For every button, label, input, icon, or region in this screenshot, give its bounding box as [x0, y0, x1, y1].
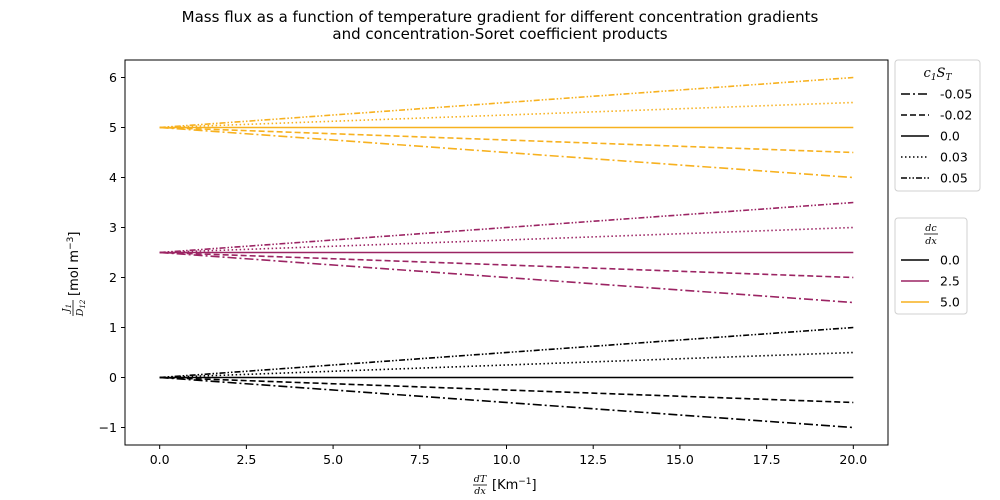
series-line-dcdx-2.5-cst-0.03: [159, 226, 854, 254]
series-line-dcdx-2.5-cst--0.02: [159, 251, 854, 279]
series-line-dcdx-0.0-cst-0.05: [159, 326, 854, 379]
x-tick-label: 20.0: [839, 452, 867, 467]
y-tick-label: 3: [109, 220, 117, 235]
x-tick-label: 7.5: [410, 452, 430, 467]
legend-linestyle-entries: -0.05 -0.02 0.0 0.03 0.05: [901, 87, 972, 186]
x-tick-label: 10.0: [493, 452, 521, 467]
series-layer: [159, 76, 854, 429]
legend-linestyle-label: 0.0: [940, 129, 960, 144]
x-axis-label: dT dx [Km−1]: [473, 474, 537, 497]
series-line-dcdx-5.0-cst-0.05: [159, 76, 854, 129]
series-line-dcdx-0.0-cst--0.02: [159, 376, 854, 404]
y-tick-label: −1: [99, 420, 117, 435]
legend-color-entries: 0.0 2.5 5.0: [901, 253, 960, 310]
y-tick-label: 1: [109, 320, 117, 335]
legend-color-title-denominator: dx: [925, 236, 937, 247]
legend-linestyle-label: -0.02: [940, 108, 972, 123]
y-tick-label: 5: [109, 120, 117, 135]
chart-title-line-1: Mass flux as a function of temperature g…: [182, 8, 819, 26]
legend-linestyle-box: [894, 59, 981, 192]
y-tick-label: 4: [109, 170, 117, 185]
series-line-dcdx-5.0-cst--0.02: [159, 126, 854, 154]
x-axis-ticks: 0.0 2.5 5.0 7.5 10.0 12.5 15.0 17.5 20.0: [150, 445, 867, 467]
x-axis-label-numerator: dT: [474, 474, 487, 485]
series-line-dcdx-2.5-cst--0.05: [159, 251, 854, 304]
chart-title-line-2: and concentration-Soret coefficient prod…: [332, 25, 667, 43]
legend-linestyle-title: c1ST: [924, 66, 953, 83]
legend-color-label: 2.5: [940, 274, 960, 289]
legend-linestyle-label: 0.03: [940, 150, 968, 165]
legend-color-label: 5.0: [940, 295, 960, 310]
legend-color-box: [894, 217, 968, 315]
x-axis-label-unit: [Km−1]: [492, 477, 537, 493]
y-tick-label: 0: [109, 370, 117, 385]
legend-color-title-numerator: dc: [925, 223, 937, 234]
y-axis-ticks: −1 0 1 2 3 4 5 6: [99, 70, 125, 435]
series-line-dcdx-0.0-cst-0.03: [159, 351, 854, 379]
legend-color: dc dx 0.0 2.5 5.0: [894, 217, 968, 315]
y-tick-label: 2: [109, 270, 117, 285]
x-axis-label-denominator: dx: [474, 486, 486, 497]
series-line-dcdx-5.0-cst-0.03: [159, 101, 854, 129]
legend-linestyle: c1ST -0.05 -0.02 0.0 0.03 0.05: [894, 59, 981, 192]
x-tick-label: 0.0: [150, 452, 170, 467]
y-axis-label: J1 D12 [mol m−3]: [61, 232, 87, 318]
series-line-dcdx-0.0-cst--0.05: [159, 376, 854, 429]
x-tick-label: 2.5: [236, 452, 256, 467]
y-axis-label-numerator: J1: [61, 304, 73, 314]
y-tick-label: 6: [109, 70, 117, 85]
x-tick-label: 5.0: [323, 452, 343, 467]
y-axis-label-denominator: D12: [75, 299, 87, 317]
legend-linestyle-label: -0.05: [940, 87, 972, 102]
series-line-dcdx-2.5-cst-0.05: [159, 201, 854, 254]
x-tick-label: 12.5: [579, 452, 607, 467]
legend-color-label: 0.0: [940, 253, 960, 268]
x-tick-label: 17.5: [753, 452, 781, 467]
x-tick-label: 15.0: [666, 452, 694, 467]
legend-linestyle-label: 0.05: [940, 171, 968, 186]
series-line-dcdx-5.0-cst--0.05: [159, 126, 854, 179]
y-axis-label-unit: [mol m−3]: [66, 232, 82, 296]
